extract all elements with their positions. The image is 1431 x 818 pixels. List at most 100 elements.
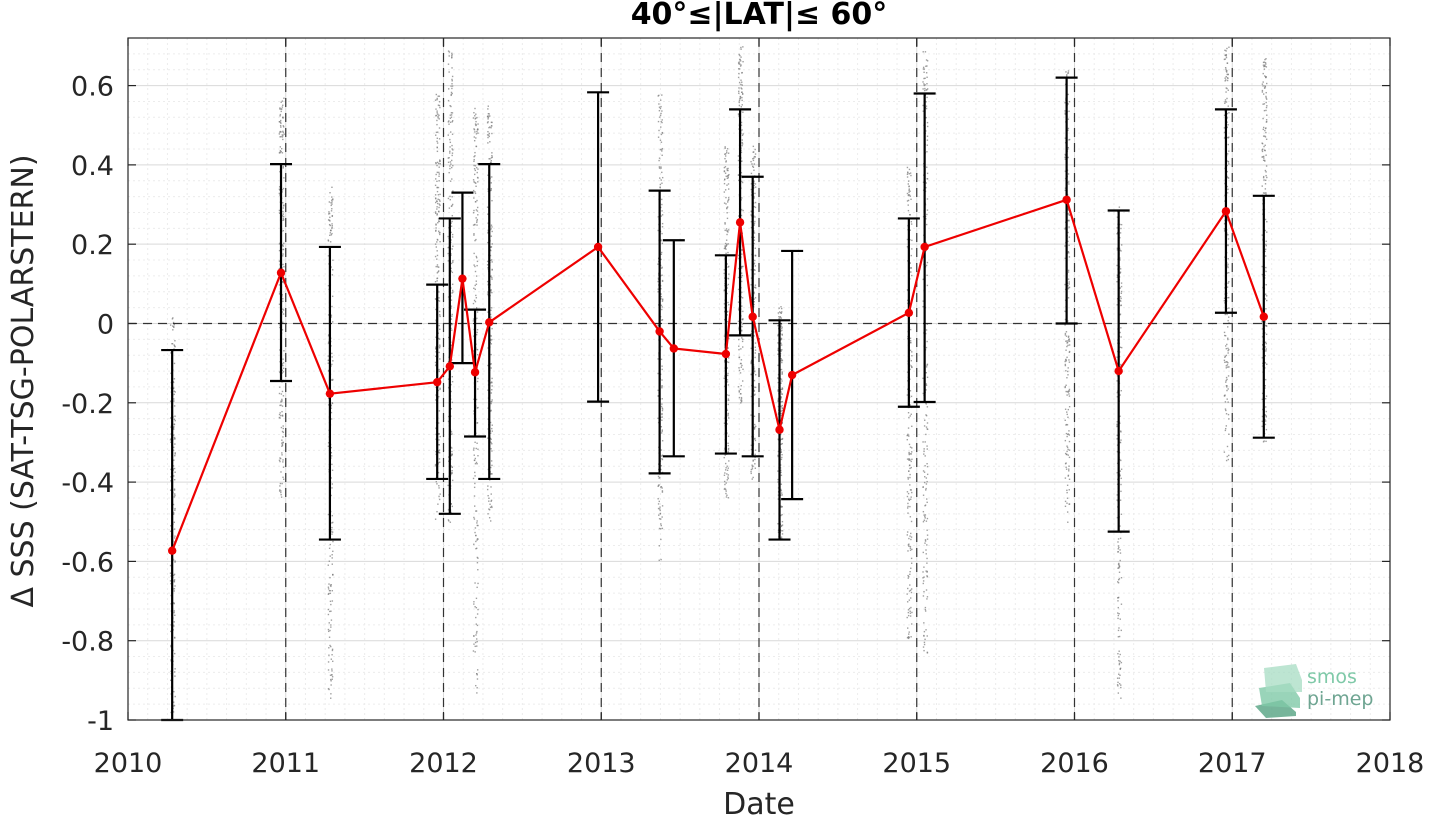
scatter-point [491, 377, 493, 380]
scatter-point [1120, 292, 1123, 294]
scatter-point [331, 232, 333, 235]
scatter-point [926, 364, 928, 366]
scatter-point [451, 479, 454, 482]
scatter-point [754, 216, 756, 218]
scatter-point [1117, 579, 1120, 581]
scatter-point [330, 678, 332, 681]
scatter-point [739, 63, 741, 65]
scatter-point [1118, 627, 1120, 629]
scatter-point [450, 390, 452, 393]
scatter-point [282, 425, 284, 427]
scatter-point [436, 146, 438, 148]
scatter-point [1068, 100, 1071, 103]
scatter-point [476, 354, 479, 356]
scatter-point [329, 234, 331, 237]
scatter-point [922, 377, 924, 380]
scatter-point [925, 72, 928, 74]
scatter-point [752, 151, 754, 153]
scatter-point [906, 491, 909, 493]
scatter-point [910, 588, 913, 590]
scatter-point [1118, 206, 1121, 208]
scatter-point [473, 264, 475, 266]
scatter-point [909, 484, 911, 486]
scatter-point [907, 614, 910, 617]
scatter-point [777, 438, 779, 440]
scatter-point [282, 309, 285, 311]
scatter-point [909, 573, 911, 576]
scatter-point [738, 257, 740, 260]
scatter-point [279, 457, 282, 460]
scatter-point [1224, 427, 1227, 430]
scatter-point [1117, 685, 1119, 687]
scatter-point [725, 175, 727, 178]
scatter-point [331, 531, 334, 533]
scatter-point [906, 434, 908, 437]
scatter-point [169, 400, 172, 402]
scatter-point [1223, 359, 1226, 362]
scatter-point [740, 121, 743, 124]
scatter-point [282, 253, 284, 255]
scatter-point [724, 310, 726, 313]
scatter-point [726, 177, 729, 180]
scatter-point [475, 137, 477, 139]
scatter-point [1068, 110, 1070, 113]
scatter-point [906, 371, 909, 373]
scatter-point [1261, 415, 1264, 418]
scatter-point [922, 66, 925, 69]
scatter-point [1225, 361, 1227, 363]
scatter-point [726, 287, 729, 289]
scatter-point [173, 610, 176, 612]
scatter-point [781, 333, 783, 335]
scatter-point [331, 225, 333, 227]
y-tick-label: 0.6 [71, 72, 114, 103]
scatter-point [282, 466, 285, 468]
scatter-point [451, 120, 454, 122]
scatter-point [923, 84, 925, 87]
scatter-point [661, 516, 663, 518]
scatter-point [474, 118, 476, 120]
scatter-point [436, 213, 439, 215]
scatter-point [659, 116, 661, 118]
scatter-point [750, 414, 752, 416]
scatter-point [923, 89, 926, 92]
scatter-point [739, 98, 741, 100]
scatter-point [910, 597, 912, 599]
scatter-point [741, 340, 744, 343]
scatter-point [490, 275, 492, 277]
scatter-point [473, 233, 475, 235]
scatter-point [450, 472, 452, 474]
scatter-point [436, 214, 438, 216]
scatter-point [489, 158, 491, 160]
scatter-point [491, 338, 493, 341]
scatter-point [490, 316, 492, 318]
scatter-point [330, 266, 332, 268]
scatter-point [925, 182, 927, 184]
chart-title: 40°≤|LAT|≤ 60° [631, 0, 888, 32]
scatter-point [438, 370, 441, 373]
scatter-point [278, 212, 281, 214]
scatter-point [727, 474, 730, 476]
scatter-point [750, 335, 753, 337]
scatter-point [1117, 600, 1119, 602]
scatter-point [727, 199, 729, 202]
scatter-point [925, 346, 928, 349]
scatter-point [451, 85, 454, 87]
scatter-point [925, 403, 927, 405]
scatter-point [723, 377, 725, 379]
scatter-point [753, 291, 755, 294]
scatter-point [909, 610, 911, 612]
scatter-point [750, 214, 752, 216]
scatter-point [1266, 299, 1268, 302]
scatter-point [908, 416, 910, 419]
scatter-point [909, 489, 912, 491]
scatter-point [780, 488, 782, 491]
scatter-point [327, 588, 330, 590]
scatter-point [473, 447, 475, 449]
scatter-point [174, 494, 176, 497]
scatter-point [1265, 295, 1268, 297]
scatter-point [447, 235, 449, 238]
scatter-point [488, 497, 490, 499]
scatter-point [438, 171, 440, 174]
scatter-point [1068, 236, 1071, 238]
scatter-point [477, 557, 479, 559]
